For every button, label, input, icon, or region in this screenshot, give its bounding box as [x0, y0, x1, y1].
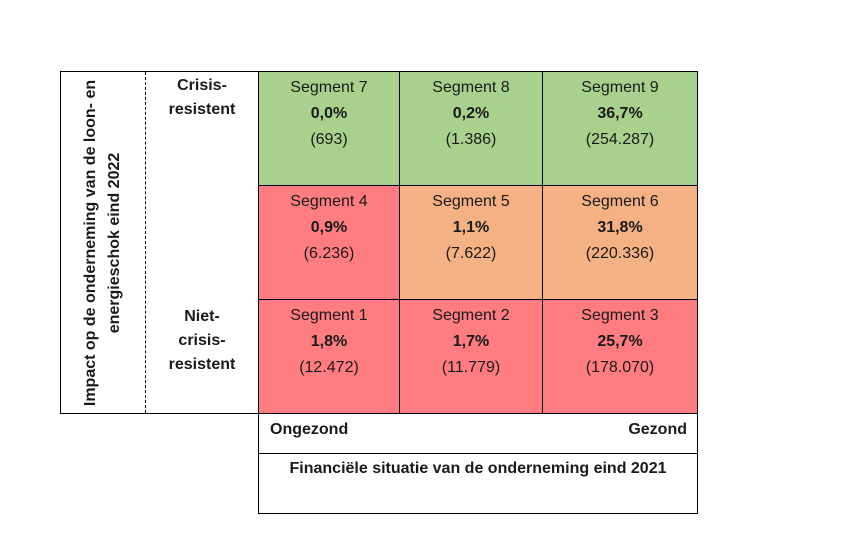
segment-percentage: 1,1%: [452, 219, 490, 236]
segment-percentage: 31,8%: [597, 219, 643, 236]
segment-cell: Segment 9 36,7% (254.287): [543, 72, 698, 186]
segment-cell: Segment 8 0,2% (1.386): [400, 72, 543, 186]
segment-count: (693): [310, 131, 348, 148]
segment-cell: Segment 6 31,8% (220.336): [543, 186, 698, 300]
segment-count: (7.622): [445, 245, 497, 262]
segment-cell: Segment 2 1,7% (11.779): [400, 300, 543, 414]
segment-cell: Segment 7 0,0% (693): [259, 72, 400, 186]
segment-count: (178.070): [585, 359, 655, 376]
segment-name: Segment 8: [432, 79, 510, 96]
y-axis-title: Impact op de onderneming van de loon- en…: [82, 79, 123, 406]
x-axis-frame: [258, 413, 698, 514]
segment-name: Segment 6: [581, 193, 659, 210]
segment-percentage: 25,7%: [597, 333, 643, 350]
segment-name: Segment 1: [290, 307, 368, 324]
segment-name: Segment 2: [432, 307, 510, 324]
segment-count: (254.287): [585, 131, 655, 148]
segment-count: (6.236): [303, 245, 355, 262]
segment-cell: Segment 1 1,8% (12.472): [259, 300, 400, 414]
segment-cell: Segment 3 25,7% (178.070): [543, 300, 698, 414]
segment-percentage: 0,0%: [310, 105, 348, 122]
segment-name: Segment 7: [290, 79, 368, 96]
segment-name: Segment 4: [290, 193, 368, 210]
x-axis-divider: [258, 453, 698, 454]
segment-name: Segment 9: [581, 79, 659, 96]
x-axis-right-label: Gezond: [628, 421, 687, 438]
segment-percentage: 1,8%: [310, 333, 348, 350]
segment-cell: Segment 5 1,1% (7.622): [400, 186, 543, 300]
segment-cell: Segment 4 0,9% (6.236): [259, 186, 400, 300]
segment-name: Segment 5: [432, 193, 510, 210]
segment-percentage: 0,2%: [452, 105, 490, 122]
x-axis-left-label: Ongezond: [270, 421, 349, 438]
row-label-niet-crisis-resistent: Niet- crisis- resistent: [168, 308, 236, 373]
y-axis-title-area: Impact op de onderneming van de loon- en…: [61, 72, 145, 413]
segment-count: (12.472): [299, 359, 359, 376]
segment-percentage: 1,7%: [452, 333, 490, 350]
segment-count: (1.386): [445, 131, 497, 148]
segment-name: Segment 3: [581, 307, 659, 324]
segment-percentage: 0,9%: [310, 219, 348, 236]
x-axis-title: Financiële situatie van de onderneming e…: [289, 460, 667, 477]
dashed-separator: [145, 72, 146, 413]
segment-count: (220.336): [585, 245, 655, 262]
row-label-crisis-resistent: Crisis- resistent: [168, 77, 236, 118]
segment-count: (11.779): [441, 359, 501, 376]
segment-percentage: 36,7%: [597, 105, 643, 122]
